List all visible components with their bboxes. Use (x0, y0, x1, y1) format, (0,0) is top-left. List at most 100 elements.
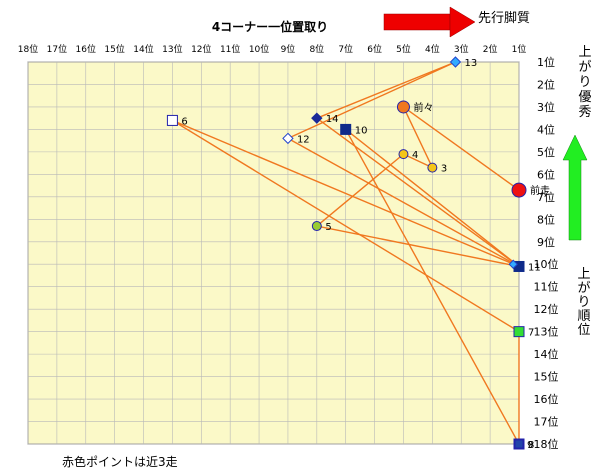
finish-rank-label: 上がり順位 (577, 267, 590, 338)
race-point-marker (511, 182, 527, 198)
green-arrow-icon (562, 134, 588, 241)
y-tick-label: 16位 (534, 392, 559, 406)
y-tick-label: 12位 (534, 302, 559, 316)
trajectory-segment (172, 119, 520, 268)
x-tick-label: 16位 (76, 43, 96, 55)
race-point-marker (514, 439, 524, 449)
race-point-marker (166, 114, 178, 126)
race-point-marker (311, 112, 323, 124)
race-point-label: 5 (325, 222, 331, 233)
race-point-marker (396, 100, 410, 114)
race-point-marker (449, 56, 462, 68)
y-tick-label: 1位 (537, 55, 555, 69)
y-tick-label: 15位 (534, 370, 559, 384)
trajectory-segment (287, 61, 456, 140)
grid (27, 61, 520, 445)
race-point-label: 12 (297, 134, 310, 145)
x-tick-label: 5位 (396, 43, 411, 55)
x-tick-label: 12位 (191, 43, 211, 55)
x-tick-label: 9位 (281, 43, 296, 55)
x-tick-label: 2位 (483, 43, 498, 55)
plot-area (27, 61, 520, 445)
trajectory-segment (402, 106, 433, 168)
race-point-marker (513, 326, 525, 338)
y-tick-label: 2位 (537, 77, 555, 91)
y-tick-label: 4位 (537, 122, 555, 136)
x-tick-label: 14位 (133, 43, 153, 55)
side-label-char: が (578, 60, 591, 75)
red-arrow-icon (383, 6, 476, 38)
side-label-char: 優 (578, 90, 591, 105)
race-point-marker (340, 123, 352, 135)
side-label-char: 上 (577, 267, 590, 282)
side-label-char: が (577, 281, 590, 296)
race-point-label: 13 (464, 58, 477, 69)
side-label-char: 上 (578, 45, 591, 60)
race-point-label: 9 (527, 440, 533, 451)
y-axis-ticks: 1位 2位 3位 4位 5位 6位 7位 8位 9位 10位 11位 12位 13位 14位 15位 16位 1… (534, 55, 559, 451)
x-tick-label: 3位 (454, 43, 469, 55)
race-point-marker (427, 162, 438, 173)
trajectory-segment (172, 119, 520, 333)
side-label-char: り (578, 75, 591, 90)
trajectory-lines (172, 61, 520, 445)
race-point-marker (508, 259, 518, 269)
y-tick-label: 5位 (537, 145, 555, 159)
x-tick-label: 6位 (367, 43, 382, 55)
race-point-marker (311, 221, 322, 232)
data-points (166, 56, 527, 450)
trajectory-segment (403, 106, 520, 191)
trajectory-segment (316, 153, 404, 227)
race-point-label: 4 (412, 150, 418, 161)
y-tick-label: 14位 (534, 347, 559, 361)
side-label-char: り (577, 295, 590, 310)
x-tick-label: 1位 (512, 43, 527, 55)
trajectory-segment (287, 137, 520, 268)
trajectory-segment (345, 128, 520, 268)
race-point-label: 前々 (413, 101, 433, 114)
y-tick-label: 8位 (537, 212, 555, 226)
trajectory-segment (316, 225, 520, 268)
side-label-char: 順 (577, 309, 590, 324)
race-point-label: 7 (528, 328, 534, 339)
trajectory-segment (403, 153, 433, 169)
plot-background (27, 61, 520, 445)
race-point-label: 前走 (530, 184, 550, 197)
race-point-marker (282, 132, 294, 145)
race-point-marker (398, 149, 409, 160)
race-point-label: 3 (441, 164, 447, 175)
x-tick-label: 11位 (220, 43, 240, 55)
x-tick-label: 17位 (47, 43, 67, 55)
y-tick-label: 10位 (534, 257, 559, 271)
trajectory-segment (316, 117, 520, 268)
y-tick-label: 17位 (534, 415, 559, 429)
x-tick-label: 4位 (425, 43, 440, 55)
y-tick-label: 6位 (537, 167, 555, 181)
y-tick-label: 11位 (534, 280, 559, 294)
x-tick-label: 13位 (162, 43, 182, 55)
leading-style-label: 先行脚質 (478, 10, 530, 26)
side-label-char: 位 (577, 323, 590, 338)
y-tick-label: 18位 (534, 437, 559, 451)
race-point-label: 11 (528, 262, 541, 273)
race-point-label: 10 (355, 125, 368, 136)
y-tick-label: 13位 (534, 325, 559, 339)
x-tick-label: 8位 (309, 43, 324, 55)
trajectory-segment (316, 61, 456, 119)
side-label-char: 秀 (578, 105, 591, 120)
x-tick-label: 7位 (338, 43, 353, 55)
x-tick-label: 10位 (249, 43, 269, 55)
fast-finish-label: 上がり優秀 (578, 45, 591, 120)
x-tick-label: 18位 (18, 43, 38, 55)
x-tick-label: 15位 (104, 43, 124, 55)
y-tick-label: 3位 (537, 100, 555, 114)
y-tick-label: 9位 (537, 235, 555, 249)
x-axis-ticks: 18位 17位 16位 15位 14位 13位 12位 11位 10位 9位 8位 7位 6位 5位 4位 3… (18, 43, 527, 55)
recent-races-note: 赤色ポイントは近3走 (62, 455, 178, 469)
y-tick-label: 7位 (537, 190, 555, 204)
point-labels: 前走 前々 3 4 5 6 7 89 10 11 12 13 14 (181, 58, 550, 451)
trajectory-segment (345, 129, 520, 445)
race-point-label: 14 (326, 114, 339, 125)
